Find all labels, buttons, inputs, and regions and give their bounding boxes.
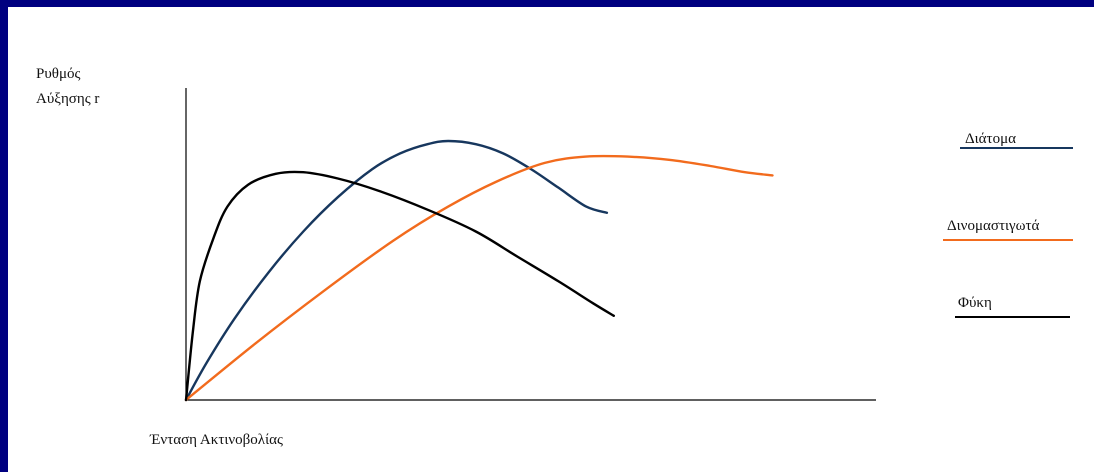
series-line-fyki: [184, 170, 615, 402]
y-axis-label-line2: Αύξησης r: [36, 91, 99, 107]
legend: Διάτομα Δινομαστιγωτά Φύκη: [943, 131, 1073, 318]
legend-label-dinomastigota: Δινομαστιγωτά: [947, 218, 1040, 234]
y-axis-label-line1: Ρυθμός: [36, 66, 80, 82]
series-layer: [184, 139, 774, 402]
series-line-diatoma: [184, 139, 609, 402]
series-line-dinomastigota: [184, 154, 774, 402]
legend-label-fyki: Φύκη: [958, 295, 992, 311]
x-axis-label: Ένταση Ακτινοβολίας: [149, 432, 283, 448]
legend-label-diatoma: Διάτομα: [965, 131, 1016, 147]
